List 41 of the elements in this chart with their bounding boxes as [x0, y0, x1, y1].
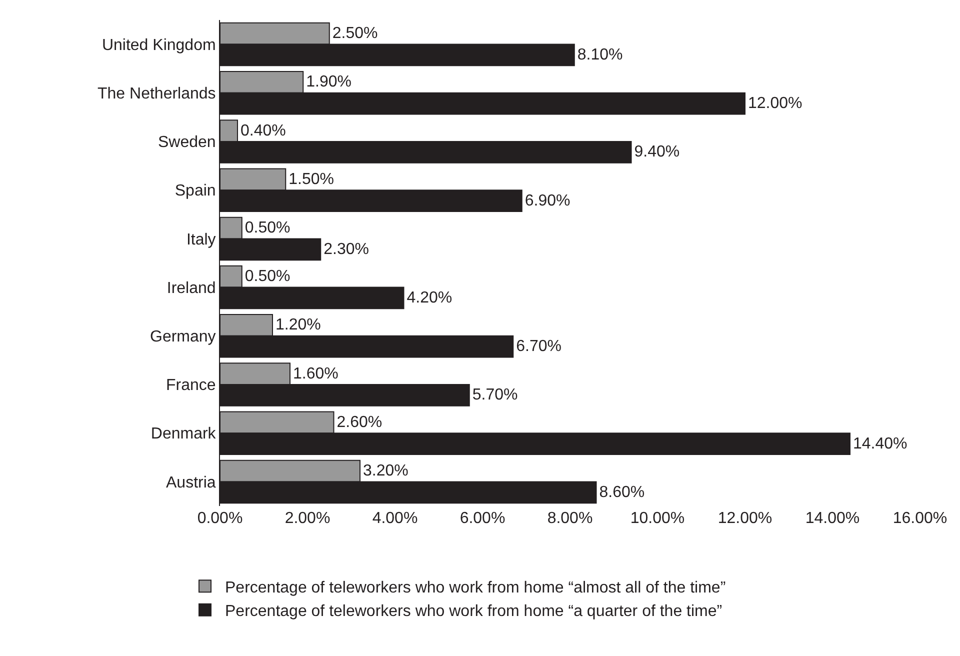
- data-label: 0.40%: [240, 122, 286, 140]
- y-tick-label: Sweden: [158, 134, 216, 152]
- y-tick-label: Austria: [166, 474, 216, 492]
- data-label: 6.70%: [516, 338, 562, 356]
- x-tick-label: 12.00%: [718, 510, 772, 527]
- x-tick-label: 8.00%: [547, 510, 593, 527]
- x-tick-label: 0.00%: [197, 510, 243, 527]
- data-label: 8.60%: [599, 484, 645, 501]
- x-tick-label: 2.00%: [284, 510, 330, 527]
- data-label: 8.10%: [577, 46, 623, 64]
- data-label: 1.20%: [276, 316, 321, 334]
- data-label: 0.50%: [244, 268, 290, 286]
- legend-label: Percentage of teleworkers who work from home “a quarter of the time”: [225, 603, 722, 620]
- x-tick-label: 10.00%: [630, 510, 685, 527]
- y-tick-label: The Netherlands: [98, 86, 216, 102]
- data-label: 9.40%: [634, 144, 680, 161]
- x-tick-label: 14.00%: [805, 510, 860, 527]
- data-label: 1.50%: [288, 170, 334, 188]
- y-tick-label: Ireland: [166, 280, 216, 297]
- data-label: 0.50%: [244, 220, 290, 237]
- data-label: 5.70%: [472, 386, 518, 404]
- x-tick-label: 16.00%: [892, 510, 948, 527]
- data-label: 2.30%: [324, 240, 369, 258]
- y-tick-label: United Kingdom: [102, 36, 216, 54]
- data-label: 3.20%: [363, 462, 408, 480]
- data-label: 1.90%: [306, 74, 352, 91]
- y-tick-label: Spain: [174, 182, 216, 200]
- data-label: 4.20%: [406, 289, 452, 306]
- legend-label: Percentage of teleworkers who work from home “almost all of the time”: [225, 579, 726, 596]
- data-label: 12.00%: [748, 95, 802, 112]
- x-tick-label: 4.00%: [372, 510, 418, 527]
- data-label: 14.40%: [853, 435, 908, 452]
- x-tick-label: 6.00%: [460, 510, 506, 527]
- data-label: 2.60%: [336, 414, 382, 431]
- data-label: 2.50%: [332, 25, 378, 42]
- data-label: 6.90%: [524, 192, 570, 210]
- y-tick-label: Italy: [186, 231, 216, 248]
- y-tick-label: Denmark: [150, 426, 217, 443]
- data-label: 1.60%: [293, 365, 338, 382]
- y-tick-label: France: [166, 377, 216, 394]
- y-tick-label: Germany: [150, 328, 216, 346]
